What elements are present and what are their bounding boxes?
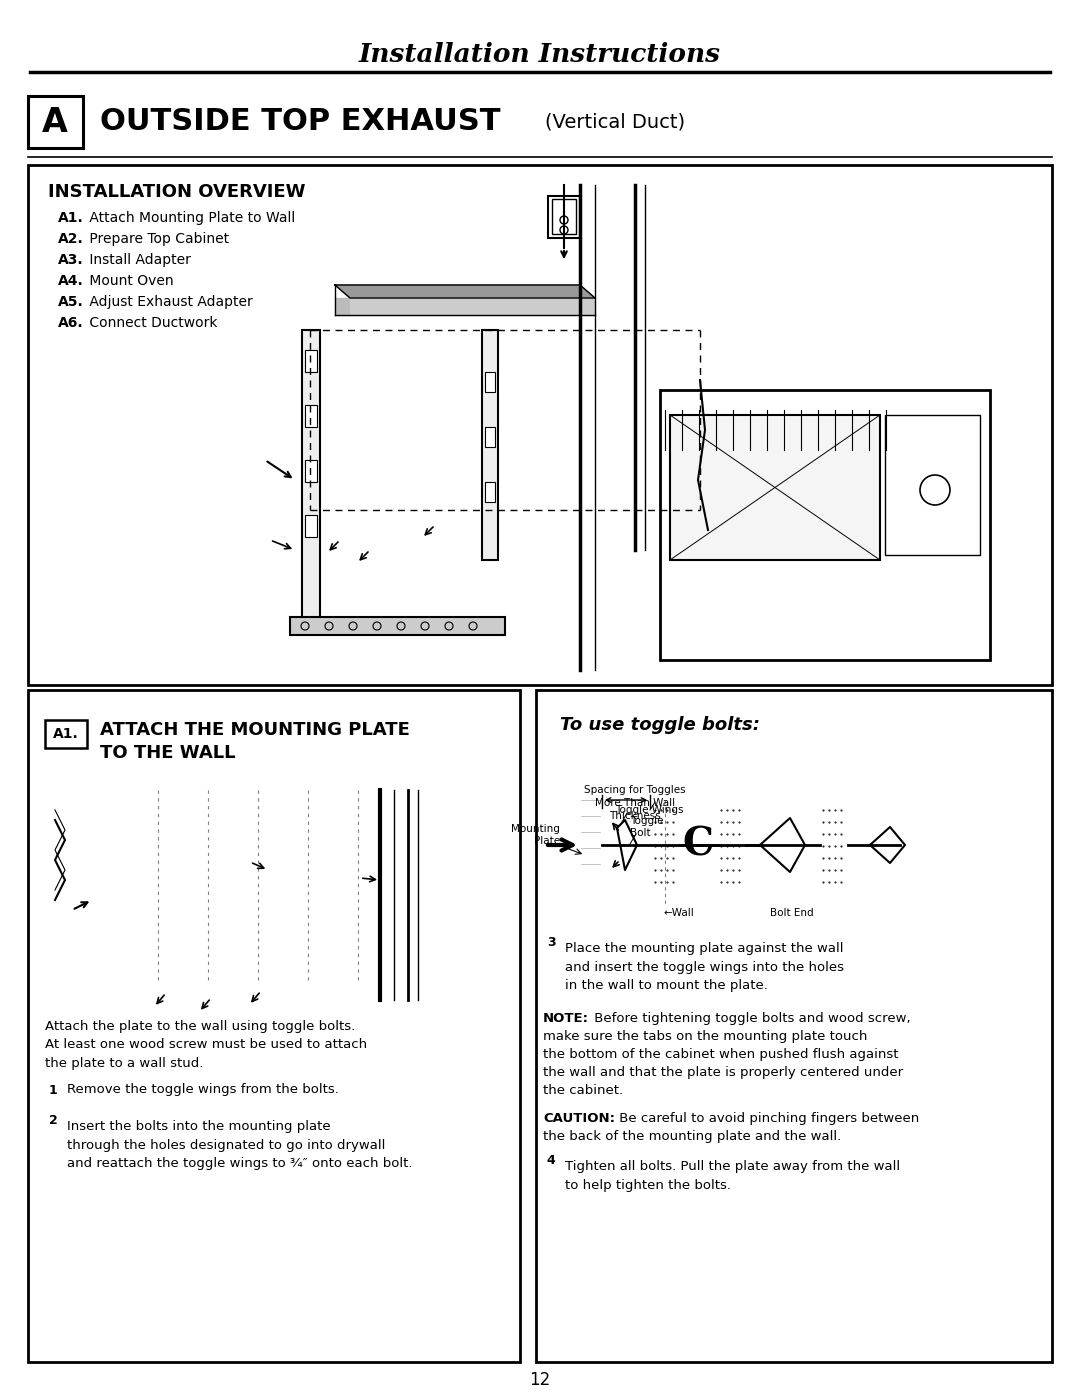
Text: Spacing for Toggles
More Than Wall
Thickness: Spacing for Toggles More Than Wall Thick… (584, 785, 686, 821)
Bar (536, 690, 1052, 1362)
Text: A1.: A1. (53, 726, 79, 740)
Text: Installation Instructions: Installation Instructions (359, 42, 721, 67)
Text: To use toggle bolts:: To use toggle bolts: (561, 717, 760, 733)
Bar (265, 795, 281, 950)
Text: A6.: A6. (58, 316, 83, 330)
Text: Be careful to avoid pinching fingers between: Be careful to avoid pinching fingers bet… (615, 1112, 919, 1125)
Bar (485, 427, 495, 447)
Bar (90, 967, 384, 985)
Text: A3.: A3. (58, 253, 83, 267)
Text: CAUTION:: CAUTION: (543, 1112, 615, 1125)
Bar (93, 865, 105, 886)
Text: the back of the mounting plate and the wall.: the back of the mounting plate and the w… (543, 1130, 841, 1143)
Bar (268, 827, 278, 845)
Text: TO THE WALL: TO THE WALL (100, 745, 235, 761)
Bar (90, 785, 400, 800)
Bar (670, 415, 880, 560)
Text: the wall and that the plate is properly centered under: the wall and that the plate is properly … (543, 1066, 903, 1078)
Text: OUTSIDE TOP EXHAUST: OUTSIDE TOP EXHAUST (100, 108, 500, 137)
Bar (305, 351, 318, 372)
Bar (885, 415, 980, 555)
Text: (Vertical Duct): (Vertical Duct) (545, 113, 685, 131)
Bar (820, 789, 848, 900)
Text: 2: 2 (49, 1113, 57, 1126)
Polygon shape (90, 789, 420, 800)
Bar (93, 915, 105, 935)
Bar (45, 1083, 60, 1098)
Text: Prepare Top Cabinet: Prepare Top Cabinet (85, 232, 229, 246)
Bar (543, 1153, 559, 1168)
Text: 1: 1 (49, 1084, 57, 1097)
Text: the bottom of the cabinet when pushed flush against: the bottom of the cabinet when pushed fl… (543, 1048, 899, 1060)
Bar (718, 789, 746, 900)
Text: Place the mounting plate against the wall
and insert the toggle wings into the h: Place the mounting plate against the wal… (565, 942, 843, 992)
Text: Toggle
Bolt: Toggle Bolt (630, 816, 663, 838)
Text: Bolt End: Bolt End (770, 908, 813, 918)
Text: ←Wall: ←Wall (663, 908, 693, 918)
Bar (93, 814, 105, 835)
Bar (291, 617, 505, 636)
Text: Mounting
Plate: Mounting Plate (511, 824, 561, 847)
Text: Before tightening toggle bolts and wood screw,: Before tightening toggle bolts and wood … (590, 1011, 910, 1025)
Bar (650, 789, 680, 900)
Text: ATTACH THE MOUNTING PLATE: ATTACH THE MOUNTING PLATE (100, 721, 410, 739)
Bar (552, 198, 576, 235)
Polygon shape (335, 285, 595, 298)
Text: C: C (683, 826, 714, 863)
Bar (485, 372, 495, 393)
Text: the cabinet.: the cabinet. (543, 1084, 623, 1097)
Text: 12: 12 (529, 1370, 551, 1389)
Text: Connect Ductwork: Connect Ductwork (85, 316, 217, 330)
Text: NOTE:: NOTE: (543, 1011, 589, 1025)
Bar (305, 405, 318, 427)
Text: A: A (42, 106, 68, 138)
Text: Remove the toggle wings from the bolts.: Remove the toggle wings from the bolts. (67, 1084, 339, 1097)
Text: Tighten all bolts. Pull the plate away from the wall
to help tighten the bolts.: Tighten all bolts. Pull the plate away f… (565, 1160, 900, 1192)
Polygon shape (350, 298, 595, 314)
Bar (28, 165, 1052, 685)
Text: Toggle Wings: Toggle Wings (615, 805, 684, 814)
Text: INSTALLATION OVERVIEW: INSTALLATION OVERVIEW (48, 183, 306, 201)
Text: A2.: A2. (58, 232, 84, 246)
Text: A5.: A5. (58, 295, 84, 309)
Bar (90, 800, 108, 990)
Bar (482, 330, 498, 560)
Bar (45, 1112, 60, 1127)
Bar (660, 390, 990, 659)
Bar (268, 882, 278, 900)
Bar (302, 330, 320, 620)
Text: A1.: A1. (58, 211, 84, 225)
Text: A4.: A4. (58, 274, 84, 288)
Text: Attach Mounting Plate to Wall: Attach Mounting Plate to Wall (85, 211, 295, 225)
Text: make sure the tabs on the mounting plate touch: make sure the tabs on the mounting plate… (543, 1030, 867, 1044)
Bar (305, 515, 318, 536)
Text: Install Adapter: Install Adapter (85, 253, 191, 267)
Text: 4: 4 (546, 1154, 555, 1166)
Text: Adjust Exhaust Adapter: Adjust Exhaust Adapter (85, 295, 253, 309)
Text: Attach the plate to the wall using toggle bolts.
At least one wood screw must be: Attach the plate to the wall using toggl… (45, 1020, 367, 1070)
Polygon shape (335, 298, 350, 314)
Bar (45, 719, 87, 747)
Text: Insert the bolts into the mounting plate
through the holes designated to go into: Insert the bolts into the mounting plate… (67, 1120, 413, 1171)
Bar (548, 196, 580, 237)
Bar (485, 482, 495, 502)
Bar (305, 460, 318, 482)
Bar (28, 690, 519, 1362)
Bar (28, 96, 83, 148)
Text: Mount Oven: Mount Oven (85, 274, 174, 288)
Bar (580, 800, 602, 890)
Bar (543, 935, 559, 950)
Circle shape (897, 835, 918, 855)
Text: 3: 3 (546, 936, 555, 949)
